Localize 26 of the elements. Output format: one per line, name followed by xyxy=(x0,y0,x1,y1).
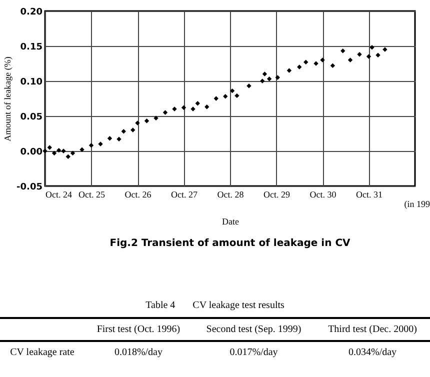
y-tick-label: 0.15 xyxy=(20,42,42,52)
x-tick-label: Oct. 29 xyxy=(264,190,290,200)
text: Second test (Sep. 1999) xyxy=(192,318,316,341)
y-axis-title: Amount of leakage (%) xyxy=(2,56,13,142)
y-tick-label: -0.05 xyxy=(16,182,42,192)
x-tick-label: Oct. 30 xyxy=(310,190,337,200)
text: First test (Oct. 1996) xyxy=(84,318,193,341)
y-tick-label: 0.05 xyxy=(20,112,42,122)
text: 0.034%/day xyxy=(347,346,398,360)
text: 0.017%/day xyxy=(228,346,279,360)
y-tick-label: 0.10 xyxy=(20,78,42,88)
text: Third test (Dec. 2000) xyxy=(315,318,430,341)
x-tick-label: Oct. 25 xyxy=(78,190,106,200)
y-tick-label: 0.20 xyxy=(20,8,42,18)
text: CV leakage rate xyxy=(9,346,76,360)
x-tick-label: Oct. 28 xyxy=(217,190,244,200)
text: (in 199 xyxy=(404,199,430,209)
x-tick-label: Oct. 27 xyxy=(171,190,198,200)
caption: Table 4 CV leakage test results xyxy=(144,300,286,311)
x-axis-title: Date xyxy=(222,216,239,226)
x-tick-label: Oct. 31 xyxy=(356,190,382,200)
text: Fig.2 Transient of amount of leakage in CV xyxy=(110,238,351,249)
x-tick-label: Oct. 26 xyxy=(124,190,152,200)
y-tick-label: 0.00 xyxy=(20,148,42,158)
x-tick-label: Oct. 24 xyxy=(46,190,72,200)
text: 0.018%/day xyxy=(113,346,164,360)
